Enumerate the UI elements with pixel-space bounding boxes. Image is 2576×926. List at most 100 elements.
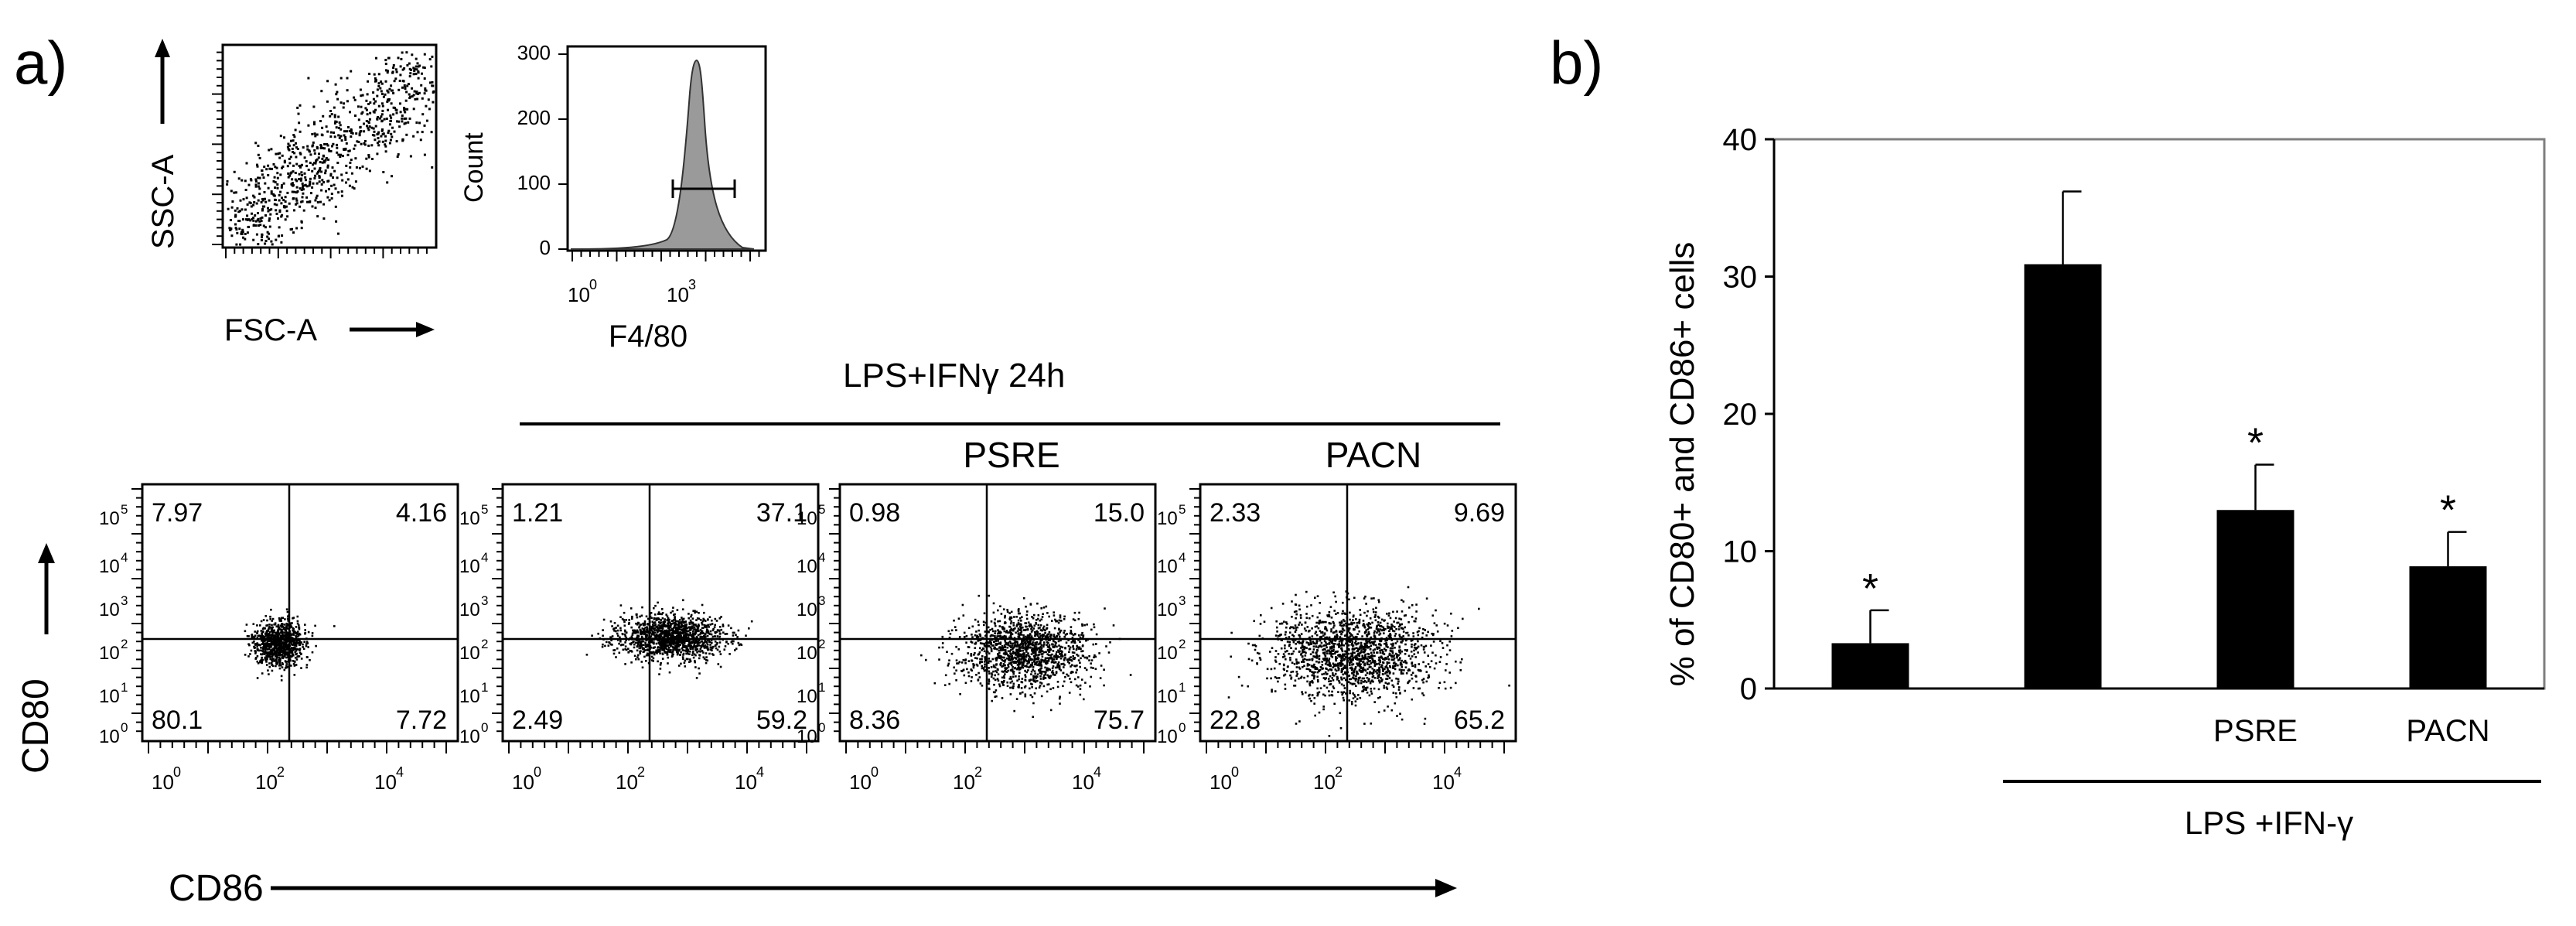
gate-event	[380, 82, 384, 85]
flow-event	[1016, 667, 1019, 670]
flow-event	[292, 634, 295, 636]
gate-event	[300, 227, 303, 230]
flow-event	[705, 640, 708, 643]
flow-event	[1043, 659, 1046, 662]
flow-event	[261, 658, 264, 661]
flow-event	[296, 630, 299, 633]
flow-event	[659, 632, 662, 635]
gate-event	[404, 86, 407, 89]
flow-event	[628, 621, 630, 624]
flow-event	[988, 594, 991, 597]
gate-event	[412, 73, 415, 76]
flow-event	[1361, 658, 1364, 660]
gate-event	[247, 218, 251, 221]
flow-event	[957, 648, 960, 651]
flow-event	[690, 634, 692, 637]
gate-event	[313, 167, 316, 170]
gate-event	[380, 135, 383, 138]
flow-event	[1027, 644, 1029, 647]
flow-event	[275, 661, 278, 663]
flow-event	[676, 624, 678, 626]
flow-event	[1024, 629, 1027, 631]
gate-event	[295, 146, 298, 149]
flow-event	[264, 627, 266, 630]
gate-event	[328, 149, 331, 152]
flow-event	[645, 634, 647, 637]
flow-event	[1047, 660, 1050, 662]
flow-event	[1081, 637, 1083, 640]
flow-event	[696, 617, 699, 620]
gate-event	[319, 168, 322, 171]
gate-event	[380, 115, 383, 118]
flow-event	[653, 624, 657, 627]
flow-event	[304, 629, 306, 631]
gate-event	[300, 189, 303, 191]
flow-event	[653, 622, 655, 624]
gate-event	[395, 111, 398, 114]
flow-event	[1022, 626, 1024, 629]
flow-event	[274, 622, 277, 624]
flow-event	[619, 616, 622, 618]
flow-xtick-exp: 2	[277, 764, 285, 780]
flow-event	[611, 625, 613, 627]
gate-event	[415, 92, 418, 95]
flow-event	[991, 634, 995, 637]
flow-event	[278, 649, 281, 651]
flow-ytick-label: 10 0	[797, 720, 825, 747]
gate-event	[330, 193, 333, 195]
flow-event	[271, 629, 273, 631]
flow-event	[1004, 641, 1007, 643]
gate-event	[264, 240, 268, 242]
flow-event	[988, 658, 990, 660]
gate-event	[264, 197, 266, 200]
flow-event	[663, 625, 666, 627]
gate-event	[313, 121, 316, 124]
flow-event	[703, 658, 706, 660]
flow-event	[1015, 661, 1018, 663]
gate-event	[270, 192, 273, 195]
flow-event	[1085, 668, 1088, 671]
flow-event	[300, 652, 302, 655]
flow-event	[1058, 650, 1061, 652]
gate-event	[384, 80, 387, 83]
flow-event	[974, 647, 977, 649]
gate-event	[401, 68, 404, 71]
flow-event	[613, 622, 616, 624]
flow-event	[661, 636, 664, 639]
flow-event	[995, 644, 998, 647]
flow-event	[645, 660, 647, 662]
flow-ytick-base: 10	[99, 686, 120, 707]
flow-event	[1049, 639, 1051, 641]
flow-event	[999, 634, 1001, 637]
flow-event	[1083, 667, 1087, 669]
gate-event	[272, 194, 275, 197]
flow-event	[655, 626, 658, 628]
flow-event	[1001, 665, 1005, 668]
gate-event	[307, 169, 310, 171]
flow-event	[985, 669, 988, 672]
flow-event	[657, 648, 660, 651]
flow-event	[283, 648, 286, 651]
flow-event	[1086, 657, 1089, 660]
flow-event	[691, 630, 694, 633]
gate-event	[247, 225, 251, 228]
gate-event	[365, 108, 368, 111]
flow-event	[296, 642, 299, 644]
flow-event	[1088, 654, 1090, 658]
flow-event	[1095, 643, 1097, 645]
flow-event	[611, 635, 614, 637]
flow-event	[307, 646, 309, 648]
flow-event	[694, 654, 697, 657]
gate-event	[353, 144, 357, 147]
flow-event	[1034, 634, 1036, 637]
flow-event	[628, 638, 630, 641]
flow-event	[280, 648, 283, 651]
flow-event	[974, 618, 977, 621]
flow-event	[1032, 702, 1035, 705]
flow-event	[970, 653, 973, 655]
flow-event	[991, 699, 993, 702]
gate-event	[281, 234, 284, 237]
gate-event	[266, 231, 269, 234]
flow-event	[277, 638, 279, 641]
flow-event	[967, 675, 971, 678]
